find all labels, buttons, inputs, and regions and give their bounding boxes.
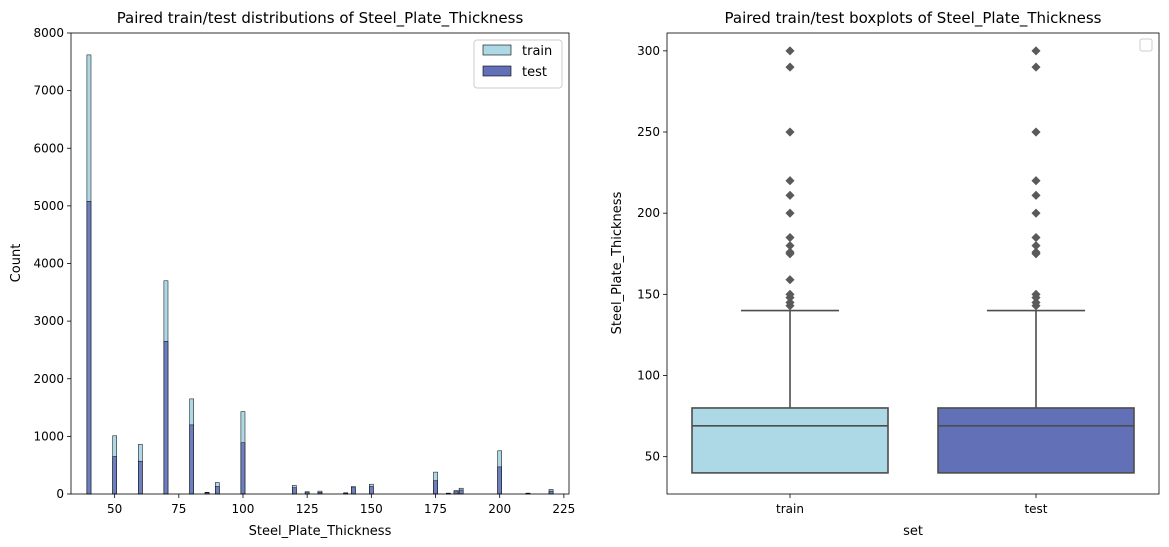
y-tick-label: 300: [637, 44, 660, 58]
boxplot-outlier-test: [1031, 241, 1041, 251]
boxplot-y-ticks: 50 100 150 200 250 300: [637, 44, 667, 464]
boxplot-x-ticks: train test: [776, 494, 1048, 516]
boxplot-outlier-train: [785, 297, 795, 308]
histogram-bar-test: [369, 486, 374, 495]
x-tick-label: 75: [171, 502, 186, 516]
boxplot-outlier-train: [785, 241, 795, 251]
x-tick-label: 200: [488, 502, 511, 516]
histogram-bar-test: [112, 456, 117, 495]
boxplot-outlier-test: [1031, 247, 1041, 257]
y-tick-label: 6000: [33, 141, 64, 155]
boxplot-outlier-test: [1031, 62, 1041, 72]
legend-label-train: train: [522, 44, 552, 59]
y-tick-label: 100: [637, 369, 660, 383]
x-tick-label: 125: [296, 502, 319, 516]
histogram-bar-test: [548, 490, 554, 495]
boxplot-y-label: Steel_Plate_Thickness: [610, 191, 625, 334]
boxplot-box-test: [937, 407, 1135, 474]
boxplot-title: Paired train/test boxplots of Steel_Plat…: [725, 9, 1102, 28]
boxplot-outlier-test: [1031, 46, 1041, 56]
y-tick-label: 5000: [33, 199, 64, 213]
histogram-y-ticks: 0 1000 2000 3000 4000 5000 6000 7000 8000: [33, 26, 71, 501]
y-tick-label: 3000: [33, 314, 64, 328]
boxplot-outlier-train: [785, 127, 795, 137]
boxplot-outlier-test: [1031, 127, 1041, 137]
boxplot-outlier-train: [785, 62, 795, 72]
boxplot-outlier-train: [785, 176, 795, 186]
histogram-x-ticks: 50 75 100 125 150 175 200 225: [107, 494, 575, 516]
histogram-bar-test: [497, 466, 502, 495]
y-tick-label: 8000: [33, 26, 64, 40]
boxplot-outlier-train: [785, 232, 795, 243]
legend-swatch-test: [482, 65, 512, 77]
x-tick-label: train: [776, 502, 804, 516]
boxplot-outlier-train: [785, 46, 795, 56]
y-tick-label: 50: [645, 450, 660, 464]
legend-swatch-train: [482, 44, 512, 56]
boxplot-x-label: set: [903, 524, 923, 539]
y-tick-label: 2000: [33, 372, 64, 386]
boxplot-outlier-test: [1031, 297, 1041, 308]
histogram-legend: train test: [473, 39, 563, 89]
histogram-bar-test: [86, 201, 92, 495]
y-tick-label: 250: [637, 125, 660, 139]
x-tick-label: 100: [232, 502, 255, 516]
x-tick-label: 150: [360, 502, 383, 516]
legend-label-test: test: [522, 65, 547, 80]
boxplot-outlier-train: [785, 208, 795, 218]
boxplot-elements: [691, 46, 1135, 474]
boxplot-outlier-test: [1031, 208, 1041, 218]
histogram-bar-test: [240, 442, 246, 495]
histogram-title: Paired train/test distributions of Steel…: [117, 9, 524, 28]
x-tick-label: 225: [552, 502, 575, 516]
histogram-bar-test: [433, 480, 438, 495]
histogram-panel: Paired train/test distributions of Steel…: [9, 9, 575, 539]
histogram-axes-frame: [70, 32, 570, 495]
histogram-bar-test: [351, 487, 356, 495]
boxplot-outlier-test: [1031, 190, 1041, 200]
boxplot-legend-empty: [1139, 38, 1153, 52]
histogram-bar-test: [215, 486, 220, 495]
boxplot-axes-frame: [666, 32, 1160, 495]
y-tick-label: 7000: [33, 84, 64, 98]
boxplot-outlier-train: [785, 247, 795, 257]
histogram-bar-test: [163, 341, 169, 495]
histogram-x-label: Steel_Plate_Thickness: [249, 524, 392, 539]
boxplot-outlier-train: [785, 275, 795, 285]
histogram-bar-test: [189, 424, 194, 495]
boxplot-outlier-test: [1031, 289, 1041, 299]
histogram-bar-test: [458, 489, 464, 495]
histogram-y-label: Count: [9, 244, 24, 283]
x-tick-label: test: [1024, 502, 1047, 516]
y-tick-label: 1000: [33, 429, 64, 443]
y-tick-label: 150: [637, 287, 660, 301]
boxplot-outlier-train: [785, 289, 795, 299]
boxplot-outlier-train: [785, 190, 795, 200]
histogram-bar-test: [138, 460, 143, 495]
y-tick-label: 200: [637, 206, 660, 220]
histogram-bar-test: [292, 487, 297, 495]
x-tick-label: 50: [107, 502, 122, 516]
boxplot-outlier-test: [1031, 176, 1041, 186]
y-tick-label: 0: [56, 487, 64, 501]
y-tick-label: 4000: [33, 257, 64, 271]
boxplot-panel: Paired train/test boxplots of Steel_Plat…: [610, 9, 1160, 539]
boxplot-outlier-test: [1031, 232, 1041, 243]
x-tick-label: 175: [424, 502, 447, 516]
histogram-bars: [86, 54, 554, 495]
boxplot-box-train: [691, 407, 889, 474]
